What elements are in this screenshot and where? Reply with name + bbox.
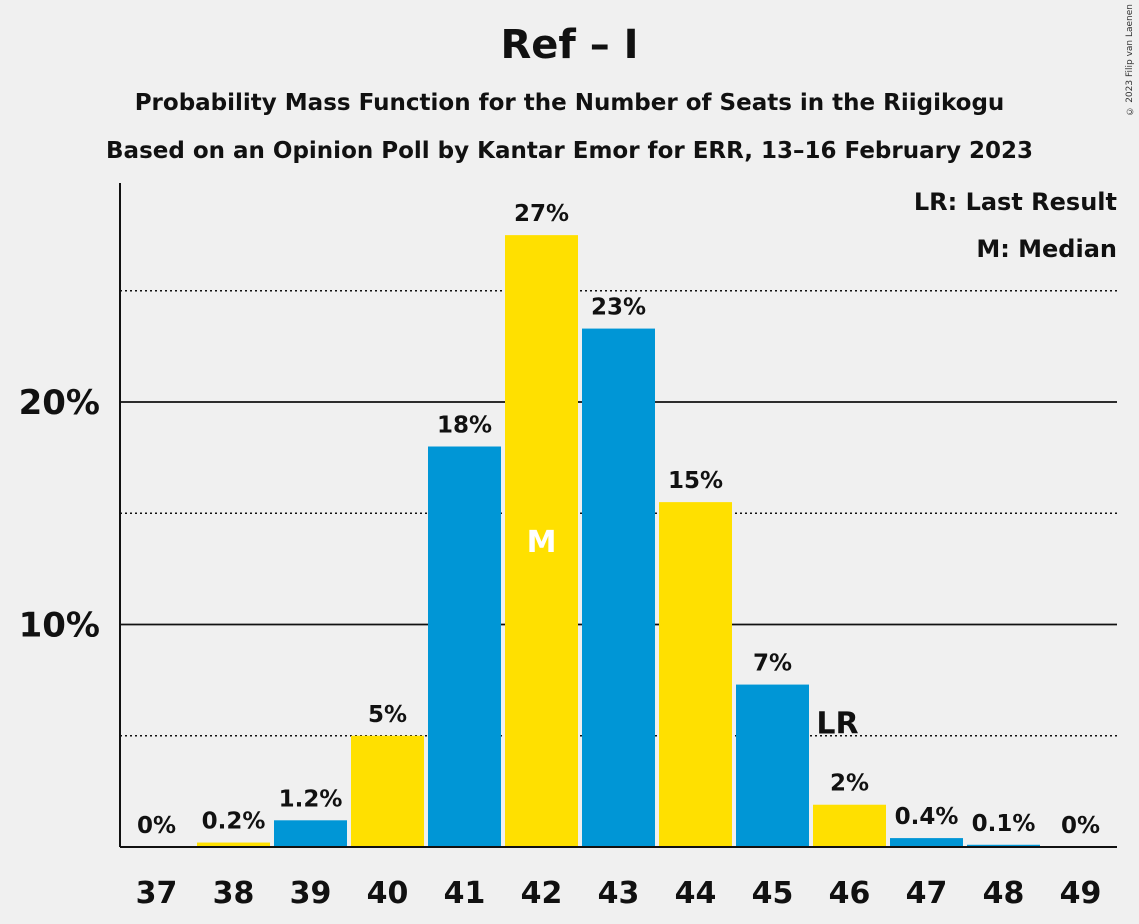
last-result-marker: LR xyxy=(816,707,858,742)
x-tick-48: 48 xyxy=(983,876,1025,911)
x-tick-49: 49 xyxy=(1060,876,1102,911)
x-tick-42: 42 xyxy=(521,876,563,911)
x-tick-46: 46 xyxy=(829,876,871,911)
value-label-45: 7% xyxy=(753,651,792,677)
bars xyxy=(197,235,1040,847)
bar-43 xyxy=(582,328,655,847)
x-tick-40: 40 xyxy=(367,876,409,911)
axes: 10% 20% xyxy=(19,183,1117,848)
value-label-39: 1.2% xyxy=(279,786,343,812)
chart-subtitle-2: Based on an Opinion Poll by Kantar Emor … xyxy=(106,138,1033,164)
bar-48 xyxy=(967,844,1040,847)
chart-title: Ref – I xyxy=(500,22,639,68)
median-marker: M xyxy=(527,525,557,560)
x-tick-37: 37 xyxy=(136,876,178,911)
value-label-42: 27% xyxy=(514,201,569,227)
bar-40 xyxy=(351,735,424,847)
bar-39 xyxy=(274,820,347,847)
x-tick-44: 44 xyxy=(675,876,717,911)
x-tick-43: 43 xyxy=(598,876,640,911)
bar-42 xyxy=(505,235,578,847)
legend-median: M: Median xyxy=(976,235,1117,263)
bar-46 xyxy=(813,804,886,847)
legend-last-result: LR: Last Result xyxy=(914,188,1117,216)
x-tick-45: 45 xyxy=(752,876,794,911)
value-label-48: 0.1% xyxy=(972,811,1036,837)
bar-44 xyxy=(659,502,732,847)
value-label-47: 0.4% xyxy=(895,804,959,830)
value-label-49: 0% xyxy=(1061,813,1100,839)
value-label-43: 23% xyxy=(591,295,646,321)
bar-41 xyxy=(428,446,501,847)
value-label-37: 0% xyxy=(137,813,176,839)
bar-45 xyxy=(736,684,809,847)
y-tick-20: 20% xyxy=(19,383,100,423)
y-tick-10: 10% xyxy=(19,606,100,646)
value-label-40: 5% xyxy=(368,702,407,728)
chart-subtitle-1: Probability Mass Function for the Number… xyxy=(134,90,1005,116)
value-labels: 0% 37 0.2% 38 1.2% 39 5% 40 18% 41 27% 42 M 23% 43 15% 4… xyxy=(136,201,1102,911)
x-tick-47: 47 xyxy=(906,876,948,911)
value-label-46: 2% xyxy=(830,771,869,797)
value-label-38: 0.2% xyxy=(202,809,266,835)
value-label-44: 15% xyxy=(668,468,723,494)
x-tick-38: 38 xyxy=(213,876,255,911)
bar-47 xyxy=(890,838,963,847)
value-label-41: 18% xyxy=(437,413,492,439)
x-tick-39: 39 xyxy=(290,876,332,911)
bar-38 xyxy=(197,842,270,847)
x-tick-41: 41 xyxy=(444,876,486,911)
